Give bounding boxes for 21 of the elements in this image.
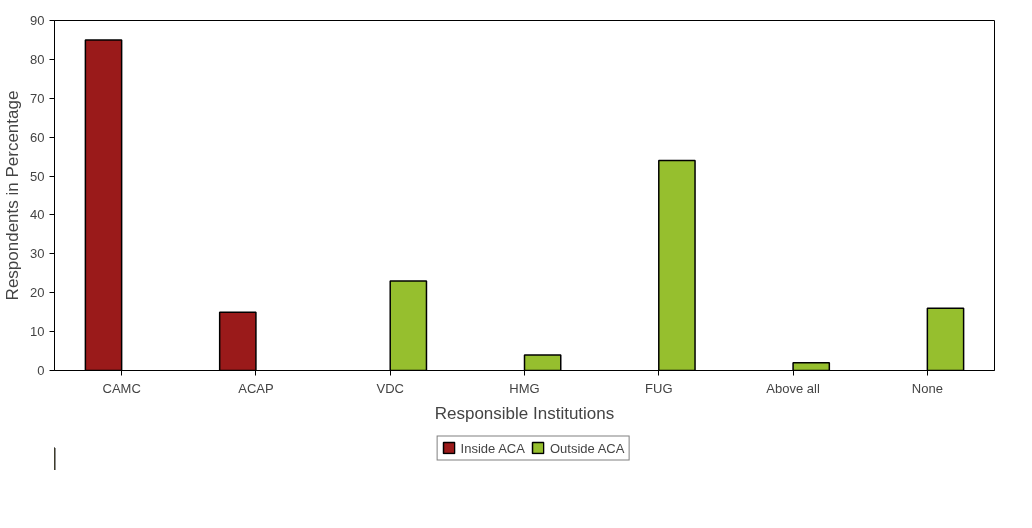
y-tick-label: 10 [30,324,45,340]
y-tick-label: 90 [30,13,45,28]
y-tick-label: 0 [37,363,45,378]
x-tick-label: FUG [645,380,673,396]
y-tick-label: 80 [30,51,45,67]
y-tick-label: 40 [30,207,45,223]
x-tick-label: ACAP [238,380,274,396]
x-axis-title: Responsible Institutions [434,403,615,423]
legend-label: Outside ACA [549,440,625,455]
x-tick-label: None [911,380,943,396]
x-tick-label: HMG [509,380,540,396]
y-tick-label: 30 [30,246,45,262]
legend-label: Inside ACA [460,440,525,455]
x-tick-label: CAMC [102,380,141,396]
x-tick-label: Above all [766,380,820,396]
y-tick-label: 60 [30,129,45,145]
y-tick-label: 70 [30,90,45,106]
y-tick-label: 20 [30,285,45,301]
x-tick-label: VDC [376,380,404,396]
y-axis-title: Respondents in Percentage [3,90,23,301]
y-tick-label: 50 [30,168,45,184]
